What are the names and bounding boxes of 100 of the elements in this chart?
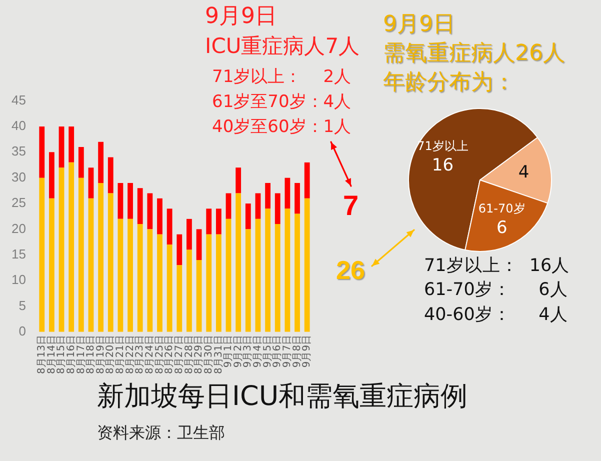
slice-label: 61-70岁	[478, 202, 526, 216]
bar	[166, 208, 172, 245]
bar	[147, 193, 153, 230]
bar	[39, 126, 45, 178]
bar	[157, 198, 162, 234]
x-tick-label: 8月26日	[164, 334, 176, 374]
bar	[274, 224, 280, 332]
data-label: 4	[518, 162, 530, 183]
x-tick-label: 8月29日	[194, 334, 205, 374]
bar	[128, 218, 133, 332]
bar	[147, 229, 153, 332]
x-tick-label: 9月2日	[232, 334, 244, 368]
bar	[176, 234, 182, 266]
y-tick-label: 10	[11, 272, 26, 288]
bar	[304, 162, 310, 198]
x-tick-label: 9月3日	[242, 334, 254, 368]
y-tick-label: 15	[11, 246, 26, 262]
bar	[206, 234, 212, 332]
bar	[245, 229, 251, 332]
bar	[226, 193, 232, 219]
x-tick-label: 8月31日	[213, 334, 224, 374]
bar	[137, 224, 143, 332]
y-tick-label: 20	[11, 220, 26, 236]
x-tick-label: 9月1日	[223, 334, 234, 368]
text: 新加坡每日ICU和需氧重症病例	[97, 381, 468, 414]
bar	[128, 182, 133, 219]
text: 资料来源：卫生部	[97, 423, 225, 442]
bar	[265, 182, 270, 209]
bar	[294, 214, 300, 332]
bar	[88, 168, 94, 198]
x-tick-label: 8月19日	[95, 334, 106, 374]
bar	[118, 182, 124, 219]
x-tick-label: 8月17日	[76, 334, 87, 374]
text: 9月9日	[205, 4, 277, 30]
x-tick-label: 8月14日	[46, 334, 58, 374]
bar	[78, 147, 84, 178]
text: 71岁以上： 2人	[212, 67, 352, 88]
text: 7	[343, 189, 359, 223]
bar	[68, 126, 74, 162]
x-tick-label: 8月28日	[184, 334, 195, 374]
x-tick-label: 8月20日	[105, 334, 116, 374]
y-tick-label: 30	[11, 169, 26, 184]
slice-label: 71岁以上	[417, 139, 468, 154]
x-tick-label: 9月6日	[272, 334, 284, 368]
x-tick-label: 8月16日	[66, 334, 77, 374]
bar	[216, 208, 222, 234]
x-tick-label: 8月25日	[154, 334, 166, 374]
bar	[68, 162, 74, 332]
y-tick-label: 25	[11, 195, 26, 210]
bar	[255, 193, 261, 219]
y-tick-label: 45	[11, 92, 26, 108]
y-tick-label: 40	[11, 118, 26, 134]
bar	[48, 152, 54, 198]
x-tick-label: 9月7日	[282, 334, 294, 368]
bar	[265, 208, 270, 332]
bar	[206, 208, 212, 234]
bar	[58, 126, 64, 168]
bar	[226, 218, 232, 332]
bar	[176, 265, 182, 332]
bar	[108, 193, 114, 332]
bar	[236, 193, 242, 332]
text: 40-60岁： 4人	[424, 305, 568, 326]
bar	[294, 182, 300, 214]
bar	[137, 188, 143, 224]
bar	[157, 234, 162, 332]
bar	[274, 193, 280, 224]
data-label: 16	[432, 155, 454, 176]
x-tick-label: 9月4日	[252, 334, 264, 368]
x-tick-label: 9月8日	[292, 334, 303, 368]
bar	[284, 208, 290, 332]
bar	[186, 250, 192, 332]
bar	[284, 178, 290, 209]
text: ICU重症病人7人	[205, 34, 360, 60]
text: 71岁以上： 16人	[424, 256, 570, 277]
x-tick-label: 8月30日	[203, 334, 214, 374]
annotation: 40岁至60岁：1人	[212, 117, 352, 138]
y-tick-label: 35	[11, 144, 26, 159]
bar	[196, 260, 202, 332]
x-tick-label: 8月13日	[36, 334, 48, 374]
chart-subtitle: 需氧重症病人26人年龄分布为：	[383, 40, 566, 97]
text: 26	[336, 255, 365, 286]
y-tick-label: 5	[18, 298, 26, 313]
bar	[166, 244, 172, 332]
bar	[98, 142, 104, 183]
text: 61-70岁： 6人	[424, 280, 568, 301]
x-tick-label: 8月18日	[86, 334, 97, 374]
x-tick-label: 8月24日	[144, 334, 156, 374]
x-tick-label: 9月9日	[302, 334, 313, 368]
chart-title: 9月9日	[383, 11, 455, 39]
annotation: 61岁至70岁：4人	[212, 92, 352, 112]
bar	[236, 168, 242, 194]
bar	[108, 157, 114, 194]
bar	[245, 204, 251, 230]
y-tick-label: 0	[18, 323, 26, 338]
bar	[98, 182, 104, 332]
bar	[78, 178, 84, 332]
bar	[255, 218, 261, 332]
bar	[48, 198, 54, 332]
bar	[58, 168, 64, 332]
bar	[118, 218, 124, 332]
